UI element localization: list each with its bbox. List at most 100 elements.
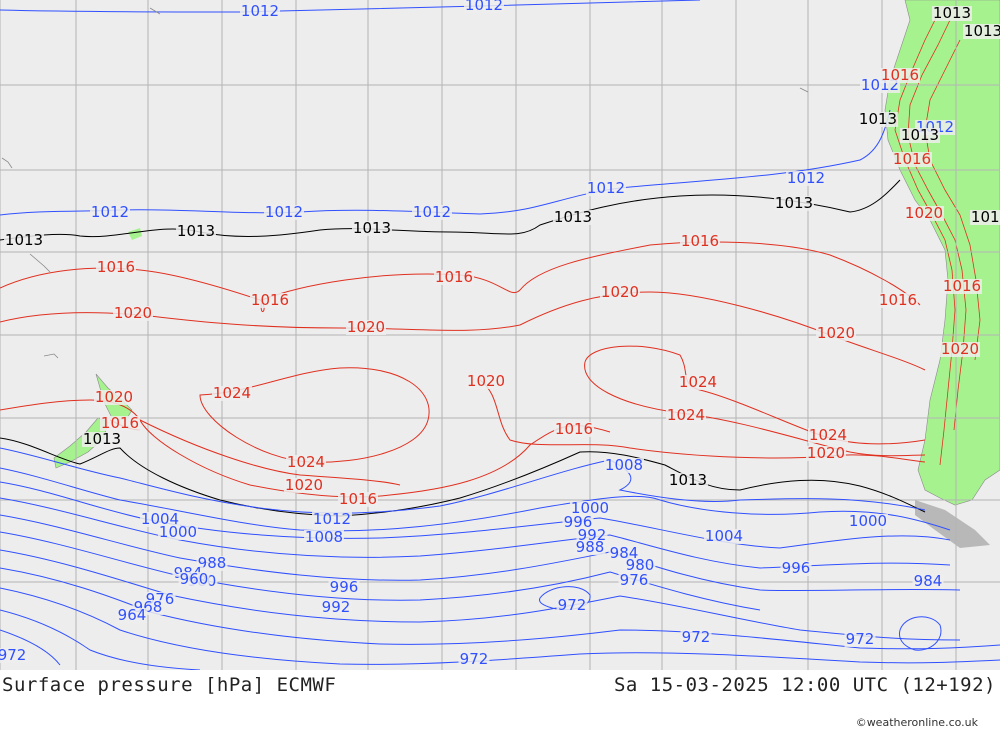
isobar-label: 1012 xyxy=(91,203,129,221)
isobar-label: 1013 xyxy=(554,208,592,226)
isobar-label: 1016 xyxy=(555,420,593,438)
isobar-label: 1020 xyxy=(285,476,323,494)
isobar-label: 1020 xyxy=(95,388,133,406)
isobar-label-background xyxy=(553,210,593,225)
isobar-label-background xyxy=(320,600,352,615)
isobar-label-background xyxy=(96,260,136,275)
isobar-label: 1004 xyxy=(141,510,179,528)
isobar-label-background xyxy=(178,572,210,587)
isobar-label: 1020 xyxy=(467,372,505,390)
isobar-label-background xyxy=(806,446,846,461)
isobar-label-background xyxy=(932,6,972,21)
isobar-label-background xyxy=(574,540,606,555)
isobar-label-background xyxy=(680,234,720,249)
isobar-label-background xyxy=(678,375,718,390)
isobar-label-background xyxy=(264,205,304,220)
isobar-label-background xyxy=(240,4,280,19)
isobar-label-background xyxy=(786,171,826,186)
isobar-label-background xyxy=(604,458,644,473)
isobar-label: 972 xyxy=(846,630,875,648)
isobar-label: 1020 xyxy=(941,340,979,358)
isobar-label: 988 xyxy=(576,538,605,556)
isobar-label-background xyxy=(848,514,888,529)
isobar-label-background xyxy=(100,416,140,431)
isobar-label-background xyxy=(904,206,944,221)
isobar-label: 1000 xyxy=(159,523,197,541)
isobar-label-background xyxy=(624,558,656,573)
isobar-label: 1016 xyxy=(97,258,135,276)
isobar-label-background xyxy=(680,630,712,645)
isobar-label-background xyxy=(892,152,932,167)
isobar-label: 984 xyxy=(610,544,639,562)
isobar-label-background xyxy=(116,608,148,623)
isobar-label: 1020 xyxy=(601,283,639,301)
isobar-label: 1024 xyxy=(213,384,251,402)
isobar-label-background xyxy=(113,306,153,321)
isobar-label-background xyxy=(312,512,352,527)
isobar-label: 1013 xyxy=(859,110,897,128)
isobar-label-background xyxy=(900,128,940,143)
isobar-label: 1000 xyxy=(571,499,609,517)
isobar-label-background xyxy=(554,422,594,437)
isobar-label: 1016 xyxy=(251,291,289,309)
isobar-label: 1024 xyxy=(667,406,705,424)
isobar-label: 1012 xyxy=(265,203,303,221)
isobar-label-background xyxy=(618,573,650,588)
isobar-label-background xyxy=(774,196,814,211)
isobar-label: 980 xyxy=(626,556,655,574)
isobar-label-background xyxy=(942,279,982,294)
isobar-label: 972 xyxy=(460,650,489,668)
isobar-label-background xyxy=(304,530,344,545)
islands xyxy=(1,7,809,359)
isobar-label-background xyxy=(140,512,180,527)
isobar-label-background xyxy=(858,112,898,127)
isobar-label: 1024 xyxy=(809,426,847,444)
isobar-label-background xyxy=(668,473,708,488)
isobar-label: 972 xyxy=(558,596,587,614)
isobar-label-background xyxy=(464,0,504,13)
isobar-label: 1020 xyxy=(905,204,943,222)
isobar-label: 1016 xyxy=(339,490,377,508)
isobar-label-background xyxy=(912,574,944,589)
isobar-label: 992 xyxy=(578,526,607,544)
isobar-label: 964 xyxy=(118,606,147,624)
footer xyxy=(0,670,1000,733)
isobar-label-background xyxy=(352,221,392,236)
isobar-label-background xyxy=(284,478,324,493)
isobar-label-background xyxy=(816,326,856,341)
isobar-label-background xyxy=(970,210,1000,225)
isobar-label: 1013 xyxy=(964,22,1000,40)
isobar-label-background xyxy=(250,293,290,308)
tierra-del-fuego-land xyxy=(915,500,990,548)
isobar-label: 1016 xyxy=(879,291,917,309)
isobar-label: 1008 xyxy=(605,456,643,474)
isobar-label-background xyxy=(458,652,490,667)
isobar-label-background xyxy=(878,293,918,308)
isobar-label: 1012 xyxy=(413,203,451,221)
isobar-label-background xyxy=(570,501,610,516)
isobar-label-background xyxy=(90,205,130,220)
isobar-label: 972 xyxy=(0,646,26,664)
isobar-label: 1013 xyxy=(353,219,391,237)
isobar-label: 1016 xyxy=(943,277,981,295)
isobar-label-background xyxy=(434,270,474,285)
isobar-label-background xyxy=(576,528,608,543)
isobar-label: 984 xyxy=(914,572,943,590)
isobar-label-background xyxy=(556,598,588,613)
isobar-label: 1016 xyxy=(101,414,139,432)
isobar-label: 996 xyxy=(330,578,359,596)
isobar-label: 1012 xyxy=(587,179,625,197)
isobar-label: 1013 xyxy=(669,471,707,489)
isobar-label: 972 xyxy=(682,628,711,646)
isobar-label: 1016 xyxy=(881,66,919,84)
isobar-label: 1013 xyxy=(5,231,43,249)
pressure-map: 60E170E180170W160W150W140W130W120W110W10… xyxy=(0,0,1000,670)
credit-link[interactable]: ©weatheronline.co.uk xyxy=(855,716,978,729)
isobar-label-background xyxy=(0,648,28,663)
isobar-label-background xyxy=(963,24,1000,39)
isobar-label: 1013 xyxy=(901,126,939,144)
isobar-label: 1012 xyxy=(313,510,351,528)
isobar-label: 1013 xyxy=(933,4,971,22)
isobar-label-background xyxy=(600,285,640,300)
